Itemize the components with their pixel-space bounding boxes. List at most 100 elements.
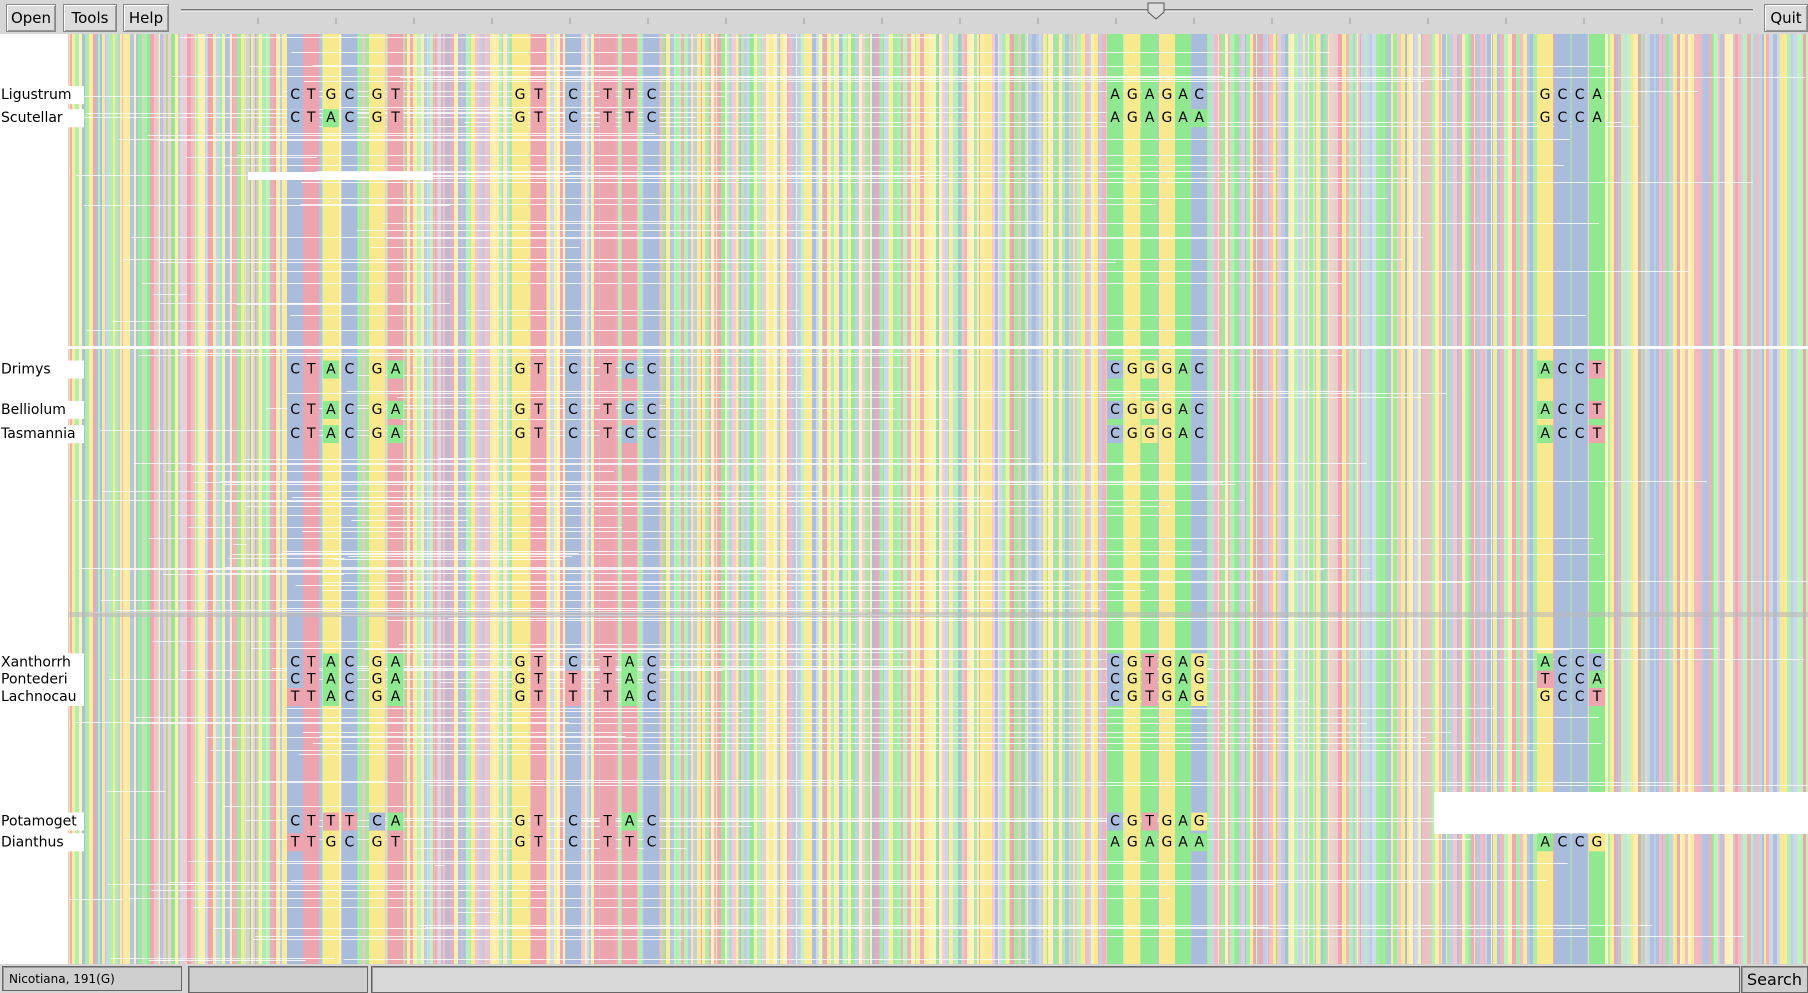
alignment-column bbox=[470, 34, 471, 964]
alignment-column bbox=[777, 34, 779, 964]
alignment-column bbox=[1353, 34, 1355, 964]
base-letter: C bbox=[1110, 814, 1120, 830]
alignment-column bbox=[1756, 34, 1759, 964]
position-slider[interactable] bbox=[178, 0, 1758, 34]
base-letter: A bbox=[1540, 654, 1550, 670]
alignment-column bbox=[862, 34, 865, 964]
alignment-column bbox=[1504, 34, 1508, 964]
alignment-column bbox=[1302, 34, 1303, 964]
alignment-column bbox=[109, 34, 113, 964]
gap-line bbox=[248, 66, 1611, 67]
gap-line bbox=[69, 899, 123, 900]
alignment-column bbox=[965, 34, 967, 964]
help-button[interactable]: Help bbox=[123, 4, 169, 32]
alignment-column bbox=[118, 34, 120, 964]
base-cell bbox=[1554, 360, 1571, 379]
alignment-column bbox=[232, 34, 233, 964]
alignment-column bbox=[970, 34, 974, 964]
gap-line bbox=[123, 259, 1403, 260]
alignment-column bbox=[1487, 34, 1491, 964]
base-cell bbox=[1175, 360, 1192, 379]
gap-line bbox=[210, 750, 1538, 751]
alignment-column bbox=[1465, 34, 1468, 964]
alignment-column bbox=[1718, 34, 1720, 964]
base-cell bbox=[565, 400, 582, 419]
alignment-column bbox=[1294, 34, 1298, 964]
gap-line bbox=[222, 484, 1236, 485]
open-button[interactable]: Open bbox=[6, 4, 56, 32]
alignment-column bbox=[1766, 34, 1769, 964]
search-button[interactable]: Search bbox=[1741, 966, 1808, 993]
gap-line bbox=[278, 608, 1101, 609]
base-letter: C bbox=[625, 362, 635, 378]
alignment-column bbox=[503, 34, 507, 964]
base-letter: C bbox=[344, 110, 354, 126]
base-cell bbox=[1588, 425, 1605, 444]
alignment-column bbox=[1349, 34, 1353, 964]
alignment-column bbox=[1315, 34, 1316, 964]
gap-line bbox=[125, 839, 1222, 840]
base-cell bbox=[1124, 425, 1141, 444]
alignment-column bbox=[797, 34, 800, 964]
alignment-column bbox=[284, 34, 287, 964]
alignment-column bbox=[1380, 34, 1382, 964]
quit-button[interactable]: Quit bbox=[1764, 4, 1808, 32]
alignment-column bbox=[691, 34, 693, 964]
base-letter: C bbox=[1558, 689, 1568, 705]
base-cell bbox=[530, 688, 547, 707]
base-cell bbox=[599, 688, 616, 707]
alignment-column bbox=[96, 34, 98, 964]
gap-line bbox=[232, 554, 1604, 555]
alignment-column bbox=[1405, 34, 1407, 964]
alignment-column bbox=[872, 34, 875, 964]
alignment-column bbox=[1303, 34, 1305, 964]
base-cell bbox=[287, 670, 304, 689]
alignment-column bbox=[1720, 34, 1723, 964]
base-cell bbox=[621, 653, 638, 672]
base-letter: C bbox=[647, 834, 657, 850]
base-letter: C bbox=[1558, 402, 1568, 418]
tools-button[interactable]: Tools bbox=[63, 4, 117, 32]
base-letter: G bbox=[1194, 814, 1205, 830]
base-cell bbox=[369, 688, 386, 707]
alignment-column bbox=[763, 34, 766, 964]
conserved-column bbox=[1175, 34, 1192, 964]
alignment-column bbox=[614, 34, 618, 964]
base-cell bbox=[530, 670, 547, 689]
base-letter: C bbox=[647, 402, 657, 418]
base-cell bbox=[530, 425, 547, 444]
base-letter: A bbox=[391, 654, 401, 670]
base-letter: T bbox=[624, 110, 634, 126]
alignment-column bbox=[1500, 34, 1504, 964]
gap-line bbox=[106, 791, 166, 792]
gap-line bbox=[193, 907, 931, 908]
search-input[interactable] bbox=[371, 966, 1740, 993]
alignment-column bbox=[471, 34, 475, 964]
base-cell bbox=[1175, 653, 1192, 672]
alignment-column bbox=[1738, 34, 1741, 964]
slider-thumb[interactable] bbox=[1147, 2, 1165, 20]
alignment-column bbox=[585, 34, 587, 964]
alignment-column bbox=[69, 34, 70, 964]
alignment-column bbox=[1713, 34, 1714, 964]
alignment-column bbox=[1098, 34, 1099, 964]
base-cell bbox=[1175, 670, 1192, 689]
alignment-column bbox=[984, 34, 987, 964]
alignment-column bbox=[1333, 34, 1334, 964]
alignment-column bbox=[1027, 34, 1028, 964]
alignment-column bbox=[158, 34, 159, 964]
conserved-column bbox=[1571, 34, 1588, 964]
alignment-column bbox=[693, 34, 697, 964]
gap-line bbox=[373, 669, 1296, 670]
alignment-column bbox=[1370, 34, 1372, 964]
alignment-column bbox=[1289, 34, 1291, 964]
alignment-column bbox=[1011, 34, 1014, 964]
base-cell bbox=[1191, 812, 1208, 831]
gap-line bbox=[407, 259, 711, 260]
alignment-column bbox=[1801, 34, 1803, 964]
base-letter: A bbox=[1592, 672, 1602, 688]
alignment-column bbox=[445, 34, 447, 964]
alignment-column bbox=[1673, 34, 1677, 964]
gap-line bbox=[417, 925, 1653, 926]
row-band bbox=[0, 400, 84, 419]
